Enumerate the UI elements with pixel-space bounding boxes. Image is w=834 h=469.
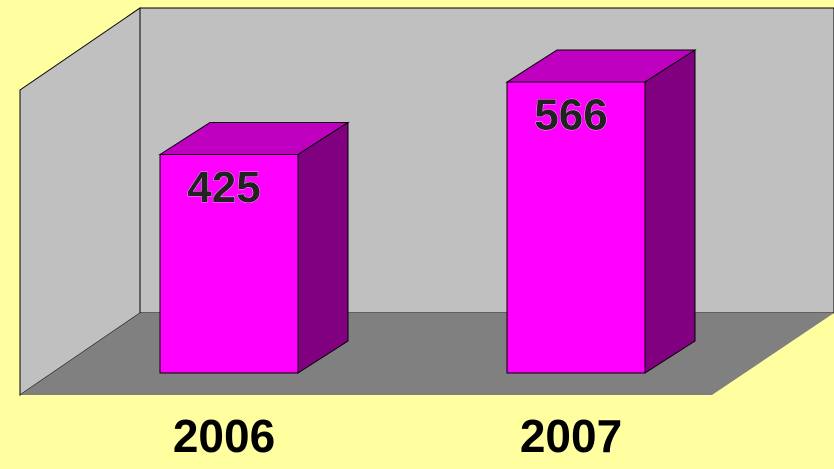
bar xyxy=(506,81,646,374)
bar-side xyxy=(644,49,696,374)
value-label: 566 xyxy=(534,91,607,140)
x-tick-label: 2007 xyxy=(520,410,622,462)
bar xyxy=(159,153,299,374)
value-label: 425 xyxy=(187,163,260,212)
bars: 425 566 xyxy=(158,49,697,374)
floor xyxy=(20,313,834,395)
bar-side xyxy=(297,121,349,374)
x-tick-label: 2006 xyxy=(173,410,275,462)
